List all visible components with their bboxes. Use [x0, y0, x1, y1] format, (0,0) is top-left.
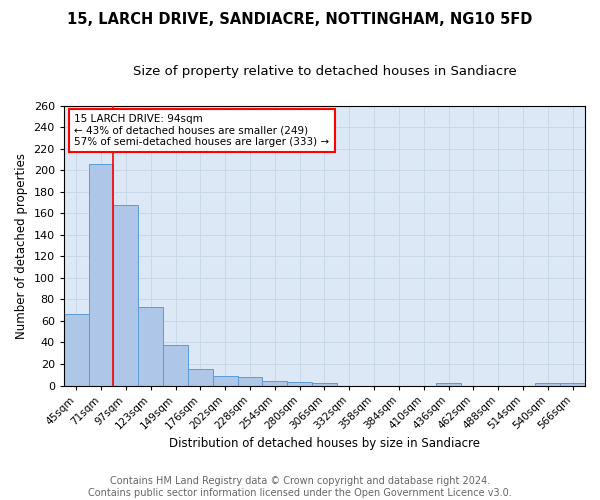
Bar [312, 384, 337, 386]
Bar [188, 370, 213, 386]
Bar [560, 384, 585, 386]
Bar [238, 377, 262, 386]
Title: Size of property relative to detached houses in Sandiacre: Size of property relative to detached ho… [133, 65, 516, 78]
Text: 15, LARCH DRIVE, SANDIACRE, NOTTINGHAM, NG10 5FD: 15, LARCH DRIVE, SANDIACRE, NOTTINGHAM, … [67, 12, 533, 28]
Text: 15 LARCH DRIVE: 94sqm
← 43% of detached houses are smaller (249)
57% of semi-det: 15 LARCH DRIVE: 94sqm ← 43% of detached … [74, 114, 329, 147]
Y-axis label: Number of detached properties: Number of detached properties [15, 152, 28, 338]
Bar [213, 376, 238, 386]
Bar [163, 344, 188, 386]
Bar [262, 382, 287, 386]
Bar [64, 314, 89, 386]
Text: Contains HM Land Registry data © Crown copyright and database right 2024.
Contai: Contains HM Land Registry data © Crown c… [88, 476, 512, 498]
X-axis label: Distribution of detached houses by size in Sandiacre: Distribution of detached houses by size … [169, 437, 480, 450]
Bar [287, 382, 312, 386]
Bar [113, 204, 138, 386]
Bar [535, 384, 560, 386]
Bar [138, 307, 163, 386]
Bar [436, 384, 461, 386]
Bar [89, 164, 113, 386]
